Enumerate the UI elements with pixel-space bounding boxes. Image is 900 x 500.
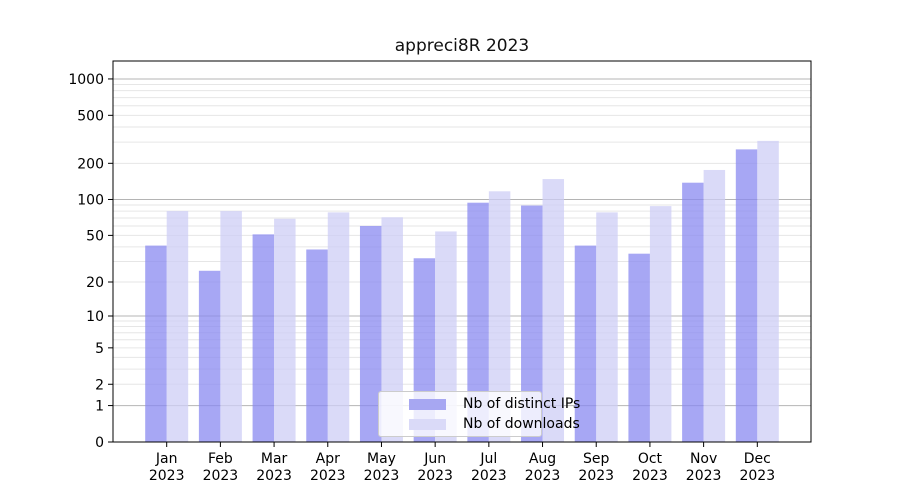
x-tick-label-month: Sep [583, 451, 610, 467]
y-tick-label: 500 [77, 108, 104, 124]
x-tick-label-year: 2023 [256, 468, 292, 484]
legend-label-distinct-ips: Nb of distinct IPs [463, 396, 581, 412]
y-tick-label: 20 [86, 275, 104, 291]
bar-distinct-ips-jul [467, 202, 489, 442]
bar-downloads-feb [220, 211, 242, 442]
legend-label-downloads: Nb of downloads [463, 416, 580, 432]
x-tick-label-year: 2023 [417, 468, 453, 484]
x-tick-label-year: 2023 [632, 468, 668, 484]
x-tick-label-year: 2023 [203, 468, 239, 484]
x-tick-label-month: Jan [155, 451, 178, 467]
y-tick-label: 1 [95, 399, 104, 415]
bar-distinct-ips-may [359, 225, 382, 442]
bar-downloads-jan [166, 211, 189, 442]
x-tick-label-year: 2023 [310, 468, 346, 484]
x-tick-label-year: 2023 [525, 468, 561, 484]
bar-distinct-ips-dec [735, 149, 758, 442]
x-tick-label-year: 2023 [578, 468, 614, 484]
x-tick-label-month: Jun [423, 451, 446, 467]
y-tick-label: 5 [95, 341, 104, 357]
x-tick-label-year: 2023 [149, 468, 185, 484]
x-tick-label-year: 2023 [686, 468, 722, 484]
x-tick-label-month: Jul [479, 451, 497, 467]
bar-distinct-ips-oct [628, 253, 650, 442]
y-tick-label: 10 [86, 309, 104, 325]
bar-downloads-dec [757, 140, 779, 442]
x-tick-label-month: Mar [261, 451, 288, 467]
bar-downloads-jul [488, 191, 511, 442]
bar-downloads-sep [596, 212, 618, 442]
bar-downloads-mar [274, 218, 296, 442]
bar-downloads-aug [542, 179, 565, 442]
bar-distinct-ips-sep [574, 245, 597, 442]
bar-distinct-ips-aug [521, 205, 543, 442]
x-tick-label-year: 2023 [471, 468, 507, 484]
bar-distinct-ips-nov [682, 182, 704, 443]
y-tick-label: 50 [86, 228, 104, 244]
x-tick-label-year: 2023 [364, 468, 400, 484]
bar-downloads-may [381, 217, 403, 442]
bar-distinct-ips-jan [145, 245, 167, 442]
bar-downloads-jun [435, 231, 457, 442]
x-tick-label-month: Nov [690, 451, 717, 467]
y-tick-label: 1000 [68, 72, 104, 88]
x-tick-label-month: Oct [638, 451, 663, 467]
x-tick-label-month: Dec [744, 451, 771, 467]
y-tick-label: 200 [77, 156, 104, 172]
x-tick-label-year: 2023 [739, 468, 775, 484]
x-tick-label-month: Feb [208, 451, 233, 467]
bar-downloads-apr [327, 212, 350, 442]
bar-downloads-oct [649, 206, 672, 442]
y-tick-label: 2 [95, 377, 104, 393]
bar-downloads-nov [703, 169, 726, 442]
chart-legend: Nb of distinct IPs Nb of downloads [378, 391, 580, 437]
plot-frame [112, 60, 812, 443]
y-tick-label: 100 [77, 192, 104, 208]
legend-swatch-distinct-ips [409, 398, 446, 410]
bar-distinct-ips-apr [306, 249, 328, 442]
legend-swatch-downloads [409, 418, 446, 430]
x-tick-label-month: Aug [529, 451, 556, 467]
chart-title: appreci8R 2023 [394, 36, 530, 56]
x-tick-label-month: May [367, 451, 396, 467]
bar-distinct-ips-mar [252, 234, 275, 442]
legend-item-distinct-ips: Nb of distinct IPs [379, 394, 580, 414]
x-tick-label-month: Apr [316, 451, 340, 467]
bar-distinct-ips-feb [198, 270, 221, 442]
legend-item-downloads: Nb of downloads [379, 414, 580, 434]
y-tick-label: 0 [95, 435, 104, 451]
